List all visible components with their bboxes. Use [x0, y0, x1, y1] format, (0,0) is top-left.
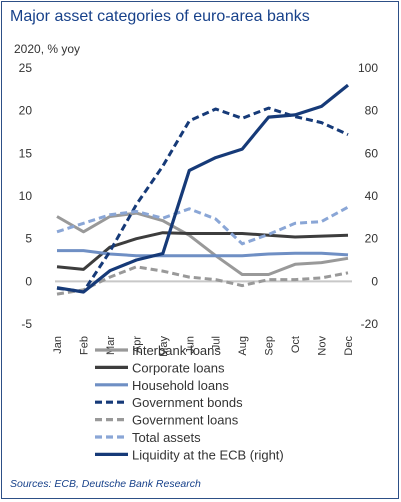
month-label: Feb [78, 336, 90, 355]
left-axis-ticks: -5 0 5 10 15 20 25 [19, 61, 33, 331]
chart-title: Major asset categories of euro-area bank… [10, 8, 310, 25]
right-axis-ticks: -20 0 20 40 60 80 100 [358, 61, 378, 331]
month-label: Jun [184, 336, 196, 354]
month-label: Oct [290, 336, 302, 353]
right-tick-label: 80 [365, 104, 379, 118]
source-note: Sources: ECB, Deutsche Bank Research [10, 478, 201, 490]
month-label: May [158, 336, 170, 357]
legend-label: Liquidity at the ECB (right) [132, 447, 284, 462]
right-tick-label: 0 [371, 274, 378, 288]
legend-label: Total assets [132, 430, 201, 445]
right-tick-label: 60 [365, 146, 379, 160]
series-line-0 [56, 211, 349, 276]
right-tick-label: -20 [361, 317, 379, 331]
series-line-1 [56, 231, 349, 271]
series-layer [56, 83, 350, 296]
right-tick-label: 20 [365, 232, 379, 246]
series-line-2 [57, 249, 349, 258]
month-label: Jan [52, 336, 64, 354]
month-label: Aug [237, 336, 249, 356]
left-tick-label: 0 [25, 274, 32, 288]
legend-label: Household loans [132, 378, 229, 393]
left-tick-label: 20 [19, 104, 33, 118]
right-tick-label: 100 [358, 61, 378, 75]
month-label: Nov [317, 336, 329, 356]
legend-label: Interbank loans [132, 343, 221, 358]
legend: Interbank loans Corporate loans Household … [95, 343, 284, 462]
left-tick-label: -5 [21, 317, 32, 331]
month-label: Jul [211, 336, 223, 350]
legend-label: Corporate loans [132, 360, 225, 375]
legend-label: Government bonds [132, 395, 243, 410]
chart-subtitle: 2020, % yoy [14, 42, 81, 56]
left-tick-label: 5 [25, 232, 32, 246]
month-label: Dec [343, 336, 355, 356]
left-tick-label: 25 [19, 61, 33, 75]
right-tick-label: 40 [365, 189, 379, 203]
left-tick-label: 15 [19, 146, 33, 160]
series-line-6 [56, 83, 350, 294]
line-chart: -5 0 5 10 15 20 25 -20 0 20 40 60 80 100 Jan Feb Mar Ap… [19, 61, 379, 462]
x-axis-ticks: Jan Feb Mar Apr May Jun Jul Aug Sep Oct Nov Dec [52, 336, 355, 357]
series-line-3 [56, 106, 349, 294]
month-label: Apr [131, 336, 143, 353]
left-tick-label: 10 [19, 189, 33, 203]
legend-label: Government loans [132, 413, 239, 428]
series-line-5 [56, 205, 349, 246]
month-label: Mar [105, 336, 117, 355]
month-label: Sep [264, 336, 276, 356]
